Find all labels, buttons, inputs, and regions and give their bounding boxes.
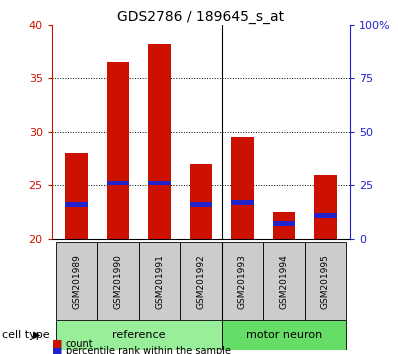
Text: GSM201989: GSM201989 [72,254,81,309]
Bar [273,221,295,226]
Text: percentile rank within the sample: percentile rank within the sample [66,346,231,354]
Bar [65,202,88,207]
Text: reference: reference [112,330,166,341]
Text: GSM201995: GSM201995 [321,254,330,309]
Bar [189,164,213,239]
Text: ■: ■ [52,346,62,354]
Bar [180,242,222,320]
Bar [148,44,171,239]
Text: motor neuron: motor neuron [246,330,322,341]
Bar [148,181,171,185]
Bar [65,153,88,239]
Bar [314,213,337,217]
Bar [107,62,129,239]
Text: GSM201993: GSM201993 [238,254,247,309]
Text: cell type: cell type [2,330,50,339]
Title: GDS2786 / 189645_s_at: GDS2786 / 189645_s_at [117,10,285,24]
Text: GSM201990: GSM201990 [113,254,123,309]
Bar [56,242,98,320]
Bar [98,242,139,320]
Bar [231,137,254,239]
Bar [222,320,346,350]
Text: GSM201994: GSM201994 [279,254,289,309]
Bar [273,212,295,239]
Text: ■: ■ [52,339,62,349]
Bar [314,175,337,239]
Bar [139,242,180,320]
Bar [222,242,263,320]
Text: count: count [66,339,93,349]
Text: GSM201991: GSM201991 [155,254,164,309]
Bar [231,200,254,205]
Text: GSM201992: GSM201992 [197,254,205,309]
Bar [56,320,222,350]
Text: ▶: ▶ [33,330,41,339]
Bar [107,181,129,185]
Bar [263,242,304,320]
Bar [189,202,213,207]
Bar [304,242,346,320]
